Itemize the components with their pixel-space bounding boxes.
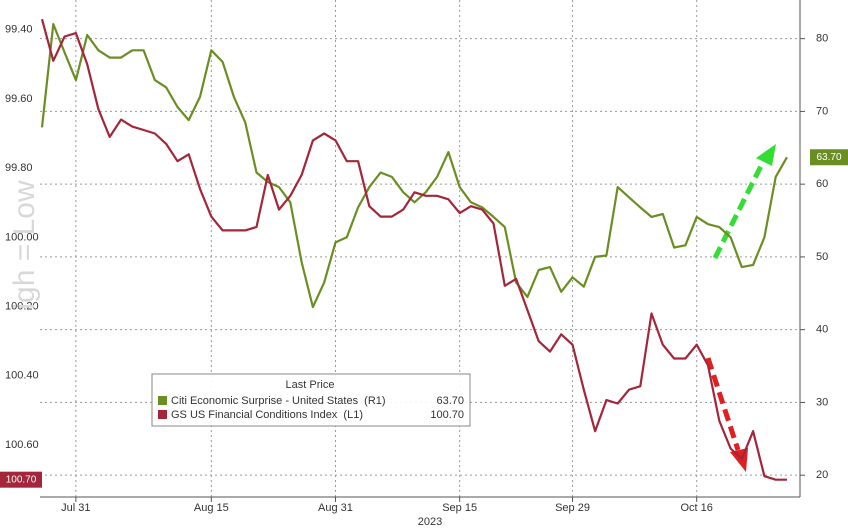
up-arrow bbox=[712, 144, 776, 260]
y2-tick-label: 20 bbox=[816, 469, 828, 481]
x-tick-label: Aug 15 bbox=[194, 502, 229, 514]
y2-tick-label: 70 bbox=[816, 105, 828, 117]
legend: Last Price Citi Economic Surprise - Unit… bbox=[151, 373, 471, 427]
x-tick-label: Sep 15 bbox=[442, 502, 477, 514]
y2-tick-label: 80 bbox=[816, 33, 828, 45]
y-tick-label: 100.20 bbox=[5, 300, 39, 312]
last-price-tag-label: 63.70 bbox=[816, 152, 841, 163]
last-price-tag bbox=[0, 471, 42, 488]
watermark: igh = Low bbox=[8, 180, 41, 310]
legend-box bbox=[151, 373, 471, 427]
x-group-label: 2023 bbox=[418, 516, 442, 528]
x-tick-label: Sep 29 bbox=[555, 502, 590, 514]
y-tick-label: 99.40 bbox=[5, 24, 33, 36]
last-price-tag bbox=[810, 149, 848, 166]
y-tick-label: 99.60 bbox=[5, 93, 33, 105]
y2-tick-label: 60 bbox=[816, 178, 828, 190]
down-arrow bbox=[705, 357, 748, 472]
last-price-tag-label: 100.70 bbox=[6, 474, 37, 485]
legend-swatch bbox=[158, 410, 167, 419]
series: 63.70 100.70 bbox=[0, 18, 848, 488]
y-tick-label: 100.60 bbox=[5, 439, 39, 451]
series-line bbox=[40, 23, 788, 309]
y-tick-label: 100.00 bbox=[5, 231, 39, 243]
legend-title: Last Price bbox=[286, 379, 335, 391]
grid: 99.40 99.60 99.80 100.00 100.20 100.40 100.60 2… bbox=[5, 0, 828, 514]
legend-swatch bbox=[158, 396, 167, 405]
legend-value: 100.70 bbox=[430, 409, 464, 421]
y2-tick-label: 50 bbox=[816, 251, 828, 263]
series-line bbox=[40, 18, 787, 481]
y-tick-label: 99.80 bbox=[5, 162, 33, 174]
legend-label: Citi Economic Surprise - United States (… bbox=[171, 395, 386, 407]
y2-tick-label: 30 bbox=[816, 396, 828, 408]
legend-label: GS US Financial Conditions Index (L1) bbox=[171, 409, 363, 421]
x-tick-label: Jul 31 bbox=[61, 502, 90, 514]
y2-tick-label: 40 bbox=[816, 324, 828, 336]
legend-value: 63.70 bbox=[436, 395, 464, 407]
x-tick-label: Aug 31 bbox=[318, 502, 353, 514]
x-tick-label: Oct 16 bbox=[680, 502, 712, 514]
y-tick-label: 100.40 bbox=[5, 370, 39, 382]
